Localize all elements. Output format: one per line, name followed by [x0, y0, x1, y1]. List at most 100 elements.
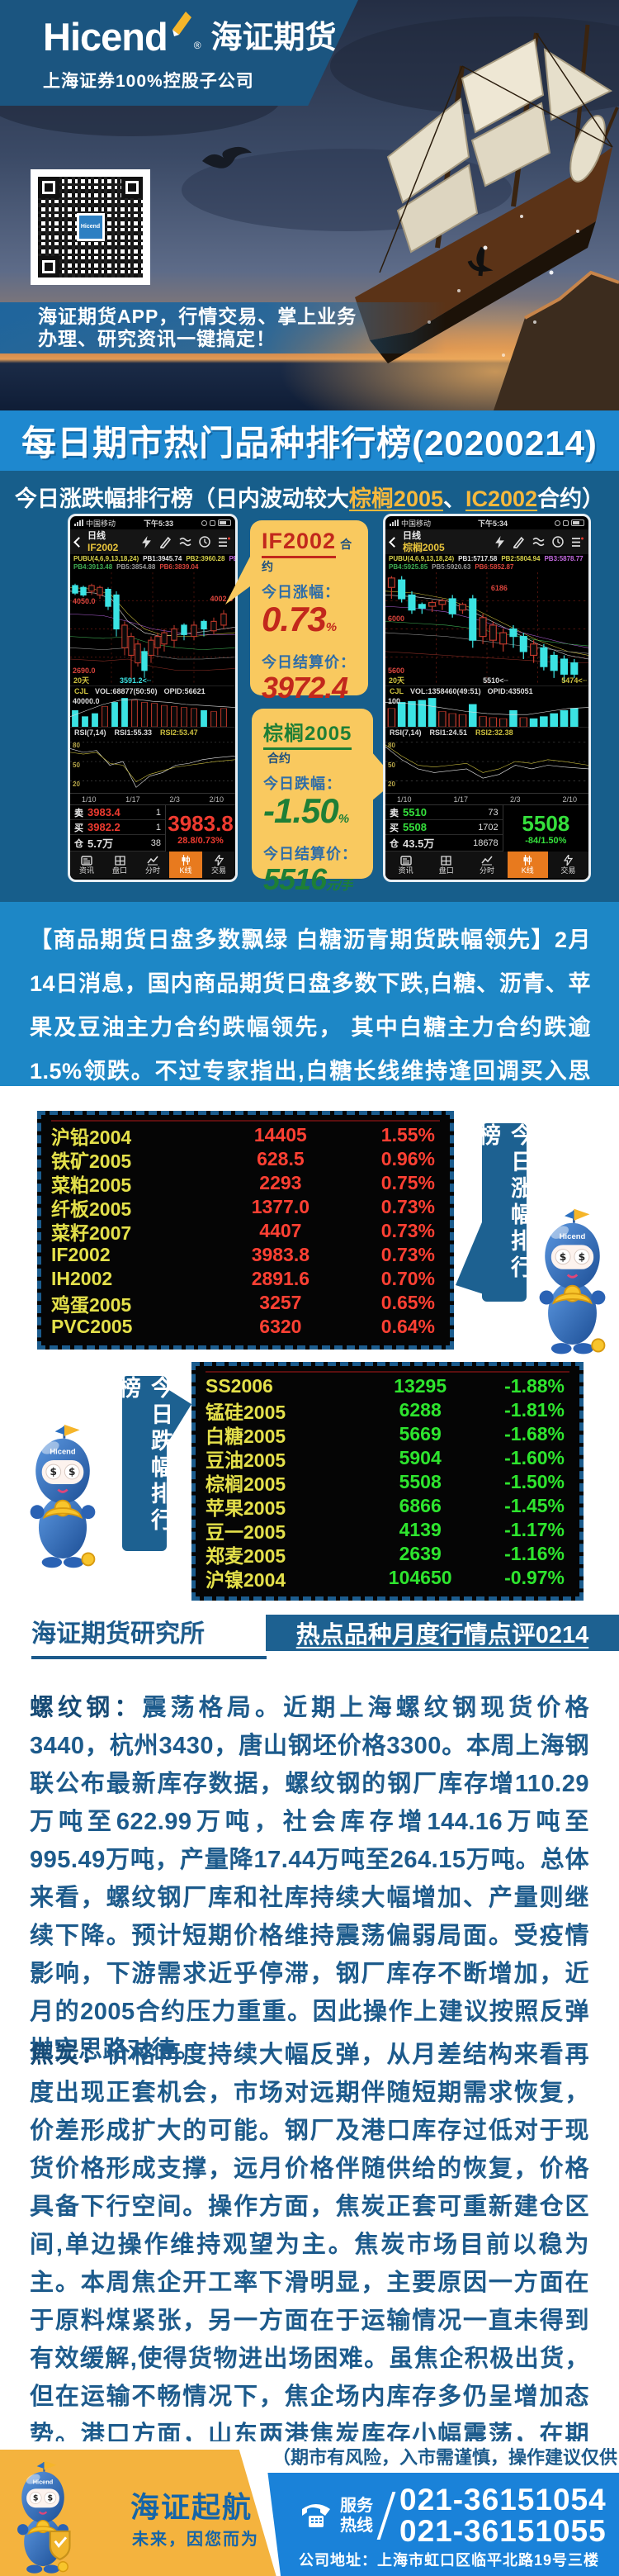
- contract-link-ic2002[interactable]: IC2002: [465, 486, 538, 511]
- ranking-subtitle: 今日涨跌幅排行榜（日内波动较大棕榈2005、IC2002合约）: [0, 481, 619, 513]
- contract-price: 14405: [253, 1124, 307, 1146]
- rsi-header: RSI(7,14) RSI1:24.51 RSI2:32.38: [385, 728, 588, 738]
- tab-盘口[interactable]: 盘口: [103, 852, 136, 878]
- contract-name: 沪镍2004: [206, 1568, 286, 1591]
- clock-icon[interactable]: [552, 536, 564, 548]
- battery-icon: [571, 519, 584, 526]
- eagle-silhouette: [202, 146, 252, 168]
- flash-icon[interactable]: [494, 535, 505, 548]
- tab-交易[interactable]: 交易: [202, 852, 235, 878]
- back-icon[interactable]: [73, 536, 84, 548]
- callout-card-palm2005: 棕榈2005合约 今日跌幅： -1.50% 今日结算价： 5516元/手 当日持…: [252, 709, 396, 982]
- tab-分时[interactable]: 分时: [466, 852, 507, 878]
- contract-change: 0.64%: [380, 1316, 435, 1337]
- bid-size: 1702: [478, 822, 499, 833]
- draw-icon[interactable]: [513, 536, 525, 548]
- contract-name: IH2002: [51, 1268, 113, 1289]
- contract-price: 104650: [388, 1567, 452, 1588]
- bottom-tab-bar: 资讯 盘口 分时 K线 交易: [385, 852, 588, 878]
- card-label: 今日结算价：: [263, 846, 357, 862]
- indicator-value: PB1:3945.74: [143, 555, 182, 562]
- table-row: IF2002 3983.8 0.73%: [51, 1243, 440, 1267]
- mascot: [23, 1423, 102, 1570]
- contract-name: 苹果2005: [206, 1497, 286, 1519]
- flash-icon[interactable]: [141, 535, 152, 548]
- ask-size: 1: [155, 807, 161, 818]
- table-row: 郑麦2005 2639 -1.16%: [206, 1542, 569, 1567]
- volume-pane: 100: [385, 696, 588, 728]
- ask-price: 5510: [403, 806, 427, 818]
- back-icon[interactable]: [389, 536, 399, 548]
- candlestick-chart: 6000 5600 6186 20天 5510<┄ 5474<┄: [385, 572, 588, 686]
- contract-change: -1.88%: [504, 1375, 565, 1397]
- rebar-commentary: 螺纹钢：震荡格局。近期上海螺纹钢现货价格3440，杭州3430，唐山钢坯价格33…: [30, 1695, 589, 2063]
- chart-nav-bar: 日线 棕榈2005: [385, 529, 588, 554]
- tab-盘口[interactable]: 盘口: [426, 852, 466, 878]
- contract-change: 0.73%: [380, 1244, 435, 1265]
- contract-name: 锰硅2005: [206, 1401, 286, 1423]
- indicator-value: PB4:3913.48: [73, 563, 113, 571]
- losers-badge: 今日跌幅排行榜: [116, 1376, 172, 1551]
- menu-list-icon[interactable]: [218, 537, 230, 548]
- contract-name: 白糖2005: [206, 1425, 286, 1447]
- footer-contact-block: 服务 热线 021-36151054 021-36151055 公司地址：上海市…: [267, 2473, 619, 2576]
- volume-axis-label: 100: [388, 697, 401, 705]
- contract-price: 6320: [259, 1316, 302, 1337]
- battery-icon: [218, 519, 231, 526]
- indicator-value: PUBU(4,6,9,13,18,24): [389, 555, 455, 562]
- tab-K线[interactable]: K线: [507, 852, 548, 878]
- contract-name: 豆油2005: [206, 1449, 286, 1471]
- cjl-label: CJL: [390, 687, 404, 695]
- indicator-lines-icon[interactable]: [179, 537, 191, 548]
- tab-label: 资讯: [398, 866, 413, 875]
- gainers-table: 沪铅2004 14405 1.55% 铁矿2005 628.5 0.96% 菜粕2005 22…: [37, 1111, 454, 1350]
- date-axis: 1/10 1/17 2/3 2/10: [82, 795, 224, 804]
- tab-分时[interactable]: 分时: [136, 852, 169, 878]
- subtitle-text: 合约）: [537, 486, 605, 511]
- contract-change: 0.65%: [380, 1292, 435, 1313]
- news-text: 【商品期货日盘多数飘绿 白糖沥青期货跌幅领先】2月14日消息，国内商品期货日盘多…: [30, 927, 591, 1127]
- rsi-tick: 20: [388, 780, 395, 789]
- hotline-number-1[interactable]: 021-36151054: [399, 2483, 607, 2517]
- tab-label: 资讯: [78, 866, 94, 875]
- indicator-values: PUBU(4,6,9,13,18,24) PB1:3945.74 PB2:3960.…: [70, 554, 235, 572]
- rsi-header: RSI(7,14) RSI1:55.33 RSI2:53.47: [70, 728, 235, 738]
- bid-price: 5508: [403, 821, 427, 833]
- ask-row: 卖 3983.4 1: [70, 805, 165, 820]
- rotation-lock-icon: [201, 519, 207, 526]
- contract-link-palm2005[interactable]: 棕榈2005: [348, 486, 443, 511]
- tab-K线[interactable]: K线: [169, 852, 202, 878]
- subtitle-text: 今日涨跌幅排行榜（日内波动较大: [14, 486, 349, 511]
- contract-change: -1.45%: [504, 1495, 565, 1516]
- last-price: 3983.8: [168, 811, 234, 836]
- app-qr-code[interactable]: Hicend: [31, 169, 150, 285]
- contract-name: 纤板2005: [51, 1198, 132, 1220]
- table-row: IH2002 2891.6 0.70%: [51, 1267, 440, 1291]
- last-price-marker: 3591.2<┄: [120, 676, 152, 685]
- tab-资讯[interactable]: 资讯: [70, 852, 103, 878]
- tab-label: 盘口: [111, 866, 127, 875]
- contract-name: 鸡蛋2005: [51, 1293, 132, 1316]
- hotline-number-2[interactable]: 021-36151055: [399, 2514, 607, 2548]
- last-price-marker: 5510<┄: [483, 676, 508, 685]
- card-label: 今日结算价：: [262, 654, 356, 671]
- tab-交易[interactable]: 交易: [548, 852, 588, 878]
- card-contract-name: 棕榈2005: [263, 717, 352, 750]
- indicator-value: PUBU(4,6,9,13,18,24): [73, 555, 139, 562]
- rsi-pane: 80 50 20: [385, 738, 588, 794]
- volume-value: VOL:1358460(49:51): [410, 687, 481, 695]
- indicator-lines-icon[interactable]: [532, 537, 545, 548]
- tab-资讯[interactable]: 资讯: [385, 852, 426, 878]
- menu-list-icon[interactable]: [571, 537, 584, 548]
- research-header: 热点品种月度行情点评0214: [266, 1615, 619, 1651]
- app-promo-line1: 海证期货APP，行情交易、掌上业务: [38, 306, 357, 327]
- draw-icon[interactable]: [159, 536, 172, 548]
- clock-icon[interactable]: [199, 536, 210, 548]
- volume-value: VOL:68877(50:50): [95, 687, 158, 695]
- ranking-tables: 沪铅2004 14405 1.55% 铁矿2005 628.5 0.96% 菜粕2005 22…: [0, 1086, 619, 1606]
- rsi2-value: RSI2:53.47: [160, 728, 198, 737]
- contract-price: 3983.8: [251, 1244, 310, 1265]
- contract-price: 1377.0: [251, 1196, 310, 1217]
- bid-price: 3982.2: [87, 821, 120, 833]
